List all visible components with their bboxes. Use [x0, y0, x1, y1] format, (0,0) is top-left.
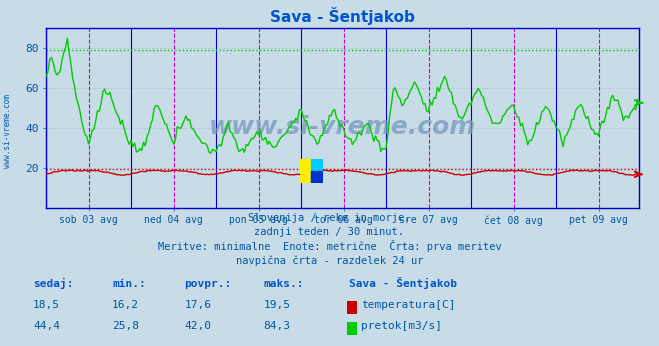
Text: 19,5: 19,5 [264, 300, 291, 310]
Text: Sava - Šentjakob: Sava - Šentjakob [349, 277, 457, 289]
Text: 17,6: 17,6 [185, 300, 212, 310]
Text: www.si-vreme.com: www.si-vreme.com [3, 94, 13, 169]
Text: zadnji teden / 30 minut.: zadnji teden / 30 minut. [254, 227, 405, 237]
Text: 18,5: 18,5 [33, 300, 60, 310]
Text: Meritve: minimalne  Enote: metrične  Črta: prva meritev: Meritve: minimalne Enote: metrične Črta:… [158, 240, 501, 252]
Text: maks.:: maks.: [264, 279, 304, 289]
Text: pretok[m3/s]: pretok[m3/s] [361, 321, 442, 331]
Text: sedaj:: sedaj: [33, 278, 73, 289]
Text: 44,4: 44,4 [33, 321, 60, 331]
Bar [312, 159, 323, 183]
Text: 25,8: 25,8 [112, 321, 139, 331]
Text: 16,2: 16,2 [112, 300, 139, 310]
Text: min.:: min.: [112, 279, 146, 289]
Text: www.si-vreme.com: www.si-vreme.com [209, 115, 476, 139]
Text: 42,0: 42,0 [185, 321, 212, 331]
Bar [300, 159, 312, 183]
Bar [312, 171, 323, 183]
Text: navpična črta - razdelek 24 ur: navpična črta - razdelek 24 ur [236, 255, 423, 266]
Text: 84,3: 84,3 [264, 321, 291, 331]
Text: povpr.:: povpr.: [185, 279, 232, 289]
Text: Slovenija / reke in morje.: Slovenija / reke in morje. [248, 213, 411, 223]
Text: temperatura[C]: temperatura[C] [361, 300, 455, 310]
Title: Sava - Šentjakob: Sava - Šentjakob [270, 7, 415, 25]
